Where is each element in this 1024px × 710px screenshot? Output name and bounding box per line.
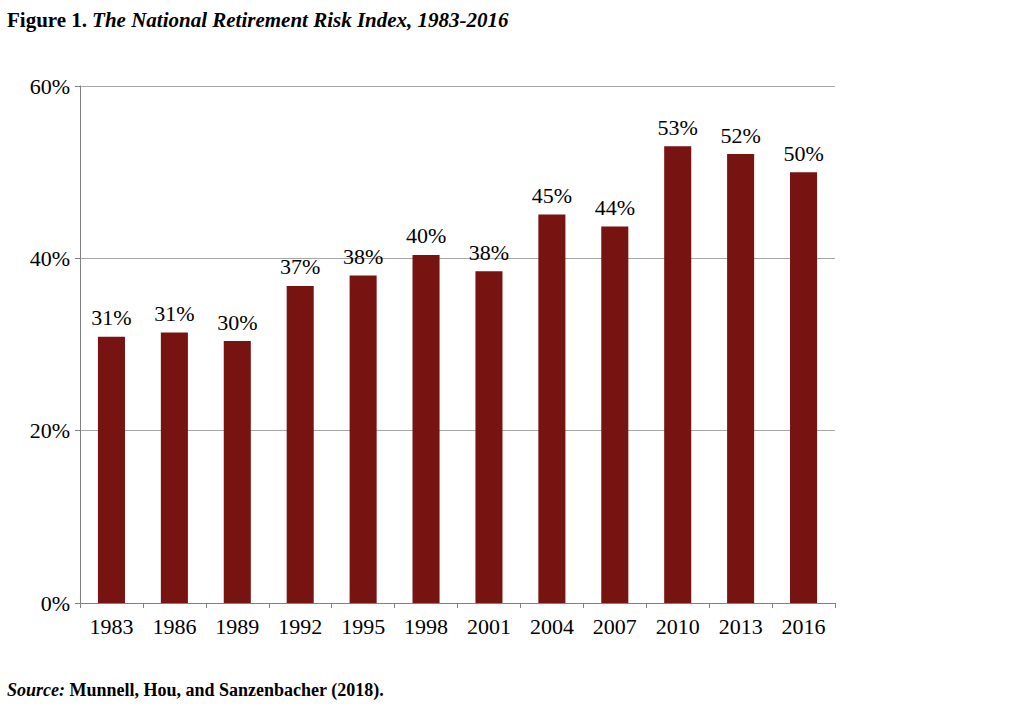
- svg-text:38%: 38%: [469, 240, 509, 265]
- svg-text:1992: 1992: [278, 614, 322, 639]
- svg-text:30%: 30%: [217, 310, 257, 335]
- svg-text:40%: 40%: [30, 246, 70, 271]
- svg-text:The National Retirement Risk I: The National Retirement Risk Index, 1983…: [92, 8, 509, 32]
- svg-text:2007: 2007: [593, 614, 637, 639]
- svg-text:1989: 1989: [215, 614, 259, 639]
- svg-text:44%: 44%: [595, 195, 635, 220]
- svg-text:52%: 52%: [720, 123, 760, 148]
- svg-text:2016: 2016: [782, 614, 826, 639]
- svg-text:1995: 1995: [341, 614, 385, 639]
- svg-text:1986: 1986: [152, 614, 196, 639]
- svg-text:Source:: Source:: [7, 680, 65, 700]
- svg-text:53%: 53%: [658, 115, 698, 140]
- svg-text:60%: 60%: [30, 74, 70, 99]
- svg-text:31%: 31%: [91, 305, 131, 330]
- svg-text:40%: 40%: [406, 223, 446, 248]
- svg-text:20%: 20%: [30, 418, 70, 443]
- svg-text:50%: 50%: [783, 141, 823, 166]
- svg-text:1983: 1983: [89, 614, 133, 639]
- svg-text:31%: 31%: [154, 301, 194, 326]
- svg-text:Figure 1.: Figure 1.: [7, 8, 87, 32]
- svg-text:2001: 2001: [467, 614, 511, 639]
- svg-text:45%: 45%: [532, 183, 572, 208]
- svg-text:38%: 38%: [343, 244, 383, 269]
- svg-text:2004: 2004: [530, 614, 574, 639]
- svg-text:Munnell, Hou, and Sanzenbacher: Munnell, Hou, and Sanzenbacher (2018).: [65, 680, 384, 701]
- svg-text:2013: 2013: [719, 614, 763, 639]
- svg-text:0%: 0%: [41, 591, 70, 616]
- svg-text:37%: 37%: [280, 254, 320, 279]
- svg-text:1998: 1998: [404, 614, 448, 639]
- svg-text:2010: 2010: [656, 614, 700, 639]
